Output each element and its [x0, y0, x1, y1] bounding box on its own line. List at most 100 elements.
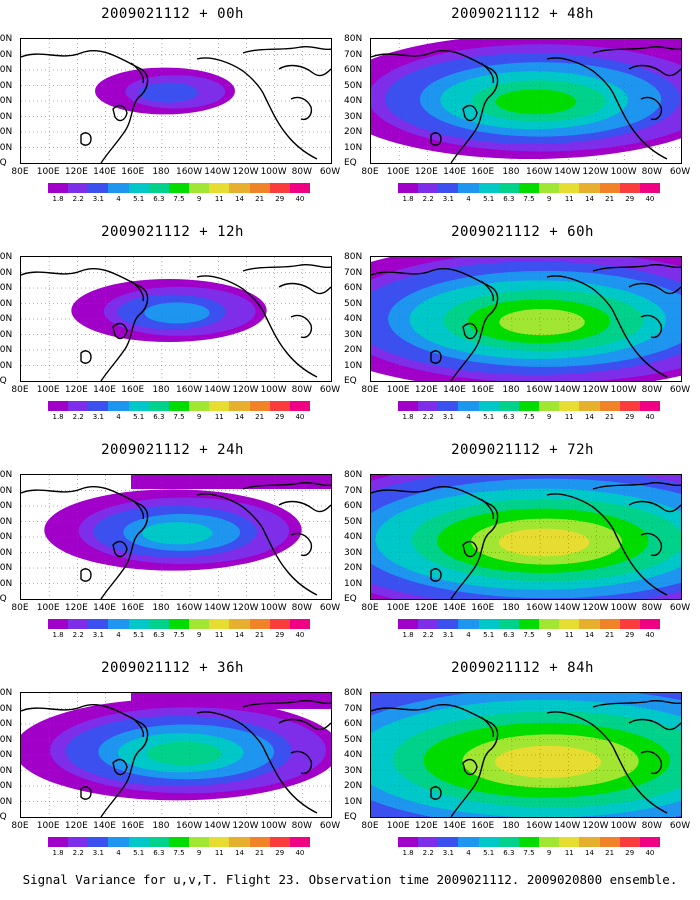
colorbar-segment — [639, 183, 661, 193]
colorbar-label: 4 — [116, 413, 121, 421]
variance-contour — [131, 475, 331, 489]
longitude-labels: 80E 100E 120E 140E 160E 180 160W 140W 120W 100W 80… — [0, 167, 345, 179]
variance-contour — [498, 528, 590, 557]
latitude-label: 70N — [344, 49, 363, 60]
panel-84h: 2009021112 + 84h 80N 70N 60N 50N 40N 30N 20N 10… — [344, 654, 695, 872]
latitude-label: 30N — [0, 111, 13, 122]
colorbar-segment — [168, 619, 190, 629]
colorbar-label: 29 — [625, 413, 635, 421]
longitude-label: 120W — [582, 821, 609, 831]
latitude-labels: 80N 70N 60N 50N 40N 30N 20N 10N EQ — [344, 689, 368, 822]
colorbar-label: 5.1 — [133, 413, 145, 421]
colorbar-label: 14 — [584, 413, 594, 421]
longitude-label: 80W — [291, 167, 312, 177]
colorbar-label: 4 — [116, 195, 121, 203]
variance-contour — [499, 309, 585, 336]
colorbar-label: 21 — [255, 195, 265, 203]
longitude-label: 60W — [319, 385, 341, 395]
colorbar-segment — [579, 401, 600, 411]
coastline — [430, 350, 442, 364]
colorbar-segment — [438, 837, 459, 847]
longitude-label: 120W — [232, 821, 259, 831]
latitude-label: 10N — [344, 796, 363, 807]
longitude-label: 140W — [554, 821, 581, 831]
variance-contour — [495, 745, 601, 778]
longitude-label: 120E — [414, 603, 438, 613]
panel-12h: 2009021112 + 12h 80N 70N 60N 50N 40N 30N 20N 10… — [0, 218, 345, 436]
colorbar-label: 40 — [645, 195, 655, 203]
coastline — [462, 104, 478, 122]
colorbar-label: 29 — [625, 631, 635, 639]
coastline — [112, 540, 128, 558]
longitude-label: 100W — [610, 385, 637, 395]
colorbar-label: 6.3 — [503, 849, 515, 857]
coastline — [371, 267, 499, 381]
colorbar-segment — [128, 183, 149, 193]
colorbar-segment — [48, 401, 69, 411]
colorbar-segment — [458, 183, 479, 193]
coastline — [430, 132, 442, 146]
colorbar-label: 9 — [546, 195, 552, 203]
panel-title: 2009021112 + 12h — [101, 224, 244, 240]
longitude-label: 100E — [36, 385, 60, 395]
colorbar-label: 40 — [295, 195, 305, 203]
coastline — [592, 263, 681, 272]
colorbar-segment — [289, 619, 311, 629]
longitude-label: 160E — [121, 167, 145, 177]
colorbar-label: 5.1 — [133, 849, 145, 857]
latitude-label: EQ — [344, 158, 357, 168]
colorbar-label: 7.5 — [173, 849, 185, 857]
coastline — [592, 45, 681, 54]
longitude-label: 140W — [554, 385, 581, 395]
coastline — [290, 314, 313, 339]
coastline — [640, 314, 663, 339]
longitude-label: 140W — [204, 385, 231, 395]
longitude-label: 120E — [64, 821, 88, 831]
variance-field — [371, 39, 681, 163]
latitude-label: 20N — [344, 563, 363, 573]
coastline — [480, 498, 495, 520]
coastline — [371, 703, 499, 817]
colorbar-segment — [619, 183, 640, 193]
longitude-label: 160W — [176, 385, 203, 395]
coastline — [480, 62, 495, 84]
colorbar-segment — [478, 837, 499, 847]
latitude-label: 30N — [344, 329, 363, 340]
longitude-label: 60W — [319, 821, 341, 831]
colorbar-label: 14 — [584, 195, 594, 203]
colorbar-label: 3.1 — [442, 413, 454, 421]
longitude-label: 100W — [260, 821, 287, 831]
colorbar-label: 5.1 — [133, 631, 145, 639]
coastline — [592, 699, 681, 708]
variance-field — [21, 693, 331, 817]
longitude-label: 60W — [669, 603, 691, 613]
colorbar-label: 29 — [275, 413, 285, 421]
panel-title: 2009021112 + 48h — [451, 6, 594, 22]
colorbar-label: 6.3 — [153, 413, 165, 421]
coastline — [21, 267, 149, 381]
latitude-label: 70N — [344, 267, 363, 278]
colorbar — [398, 183, 661, 193]
latitude-label: EQ — [0, 158, 7, 168]
colorbar-label: 21 — [605, 849, 615, 857]
latitude-label: EQ — [344, 594, 357, 604]
colorbar-label: 11 — [214, 849, 224, 857]
panel-00h: 2009021112 + 00h 80N 70N 60N 50N 40N 30N 20N 10… — [0, 0, 345, 218]
colorbar-segment — [249, 183, 270, 193]
colorbar-label: 4 — [116, 849, 121, 857]
coastline — [196, 275, 318, 378]
colorbar-label: 11 — [214, 413, 224, 421]
colorbar-label: 11 — [564, 413, 574, 421]
latitude-label: 70N — [0, 485, 13, 496]
colorbar-segment — [398, 401, 419, 411]
longitude-label: 80W — [641, 385, 662, 395]
coastline — [290, 96, 313, 121]
colorbar-segment — [168, 183, 190, 193]
longitude-label: 80E — [361, 167, 379, 177]
colorbar-label: 9 — [546, 631, 552, 639]
longitude-label: 160E — [471, 385, 495, 395]
colorbar-label: 1.8 — [402, 413, 414, 421]
colorbar-segment — [48, 837, 69, 847]
colorbar-segment — [128, 837, 149, 847]
latitude-label: 40N — [344, 750, 363, 760]
